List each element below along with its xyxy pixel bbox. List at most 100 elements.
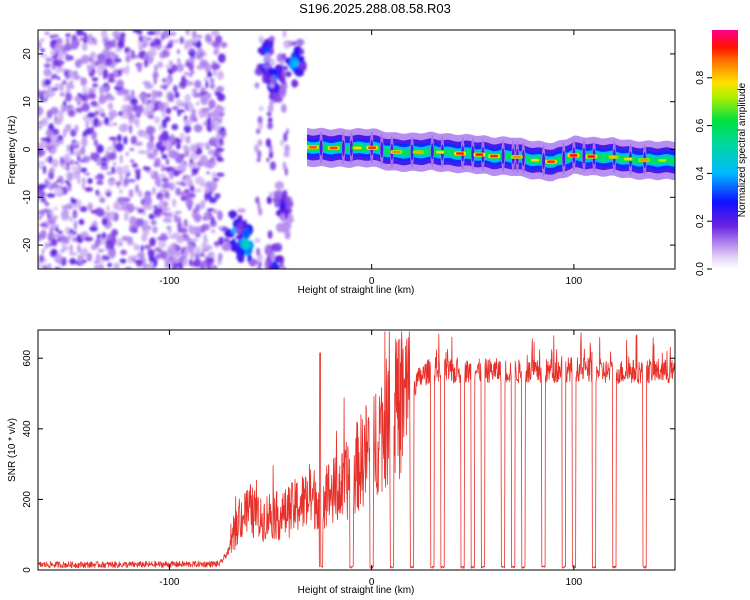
noise-cell [87,34,91,45]
snr-y-label: SNR (10 * v/v) [7,418,18,482]
noise-cell [191,30,197,39]
noise-cell [106,205,110,212]
noise-cell [100,157,108,162]
noise-cell [155,90,163,98]
smear-cell [266,157,270,163]
noise-cell [73,220,78,231]
noise-cell [180,161,186,172]
patch-cell [278,273,285,282]
noise-cell [130,97,138,106]
noise-cell [50,226,55,230]
noise-cell [176,109,185,113]
noise-cell [149,171,154,176]
noise-cell [80,77,88,86]
patch-cell [235,235,244,240]
noise-cell [174,250,181,257]
noise-cell [91,126,94,134]
noise-cell [49,49,56,56]
patch-core [291,60,298,67]
smear-cell [267,230,273,239]
noise-cell [144,244,152,250]
noise-cell [56,179,61,183]
noise-cell [151,89,158,100]
patch-cell [271,273,280,280]
noise-cell [127,255,132,264]
noise-cell [191,88,198,93]
noise-cell [173,232,180,237]
noise-cell [190,70,195,75]
noise-cell [191,37,198,43]
noise-cell [195,203,201,212]
smear-cell [269,58,276,67]
patch-cell [262,64,273,69]
noise-cell [94,176,101,180]
noise-cell [48,146,52,152]
noise-cell [218,137,224,146]
noise-cell [71,165,77,172]
smear-cell [255,196,260,204]
noise-cell [191,168,199,172]
noise-cell [207,149,215,156]
noise-cell [66,182,72,187]
noise-cell [210,120,215,130]
colorbar-label: Normalized spectral amplitude [737,82,748,217]
patch-cell [265,40,274,46]
patch-core [271,261,278,268]
smear-cell [280,213,286,222]
patch-cell [284,217,294,223]
noise-cell [161,130,169,141]
noise-cell [118,207,122,211]
y-tick-label: 10 [22,96,33,108]
noise-cell [107,102,114,110]
noise-cell [174,91,180,99]
noise-cell [172,169,181,177]
trace-core [587,155,596,158]
noise-cell [166,247,176,255]
noise-cell [65,33,71,38]
noise-cell [214,193,220,200]
y-tick-label: 200 [22,491,33,508]
noise-cell [191,173,195,177]
noise-cell [164,64,172,68]
noise-cell [71,198,77,205]
smear-cell [255,128,261,135]
noise-cell [193,214,202,222]
noise-cell [131,227,137,233]
noise-cell [189,47,193,52]
smear-cell [258,105,264,111]
trace-spike [350,140,353,157]
noise-cell [175,99,182,108]
noise-cell [71,171,80,180]
noise-cell [138,104,144,114]
noise-cell [170,150,180,159]
noise-cell [46,193,56,198]
noise-cell [47,242,52,248]
noise-cell [65,162,70,172]
noise-cell [189,144,198,153]
spectrogram-x-label: Height of straight line (km) [298,285,415,296]
noise-cell [65,38,71,42]
noise-cell [79,167,88,173]
noise-cell [52,58,60,67]
noise-cell [180,249,185,254]
trace-spike [319,139,323,156]
noise-cell [69,243,73,254]
smear-cell [283,151,290,158]
trace-core [490,154,499,158]
noise-cell [129,147,135,152]
trace-spike [542,153,545,169]
noise-cell [220,42,228,48]
patch-cell [293,81,299,87]
patch-cell [265,72,271,79]
noise-cell [58,110,64,119]
noise-cell [97,208,105,217]
noise-cell [38,106,44,116]
noise-cell [81,102,90,112]
noise-cell [99,197,106,204]
noise-cell [173,39,179,43]
noise-cell [206,92,212,100]
trace-core [392,150,401,154]
noise-cell [48,233,52,242]
noise-cell [52,181,58,188]
smear-cell [265,138,271,148]
